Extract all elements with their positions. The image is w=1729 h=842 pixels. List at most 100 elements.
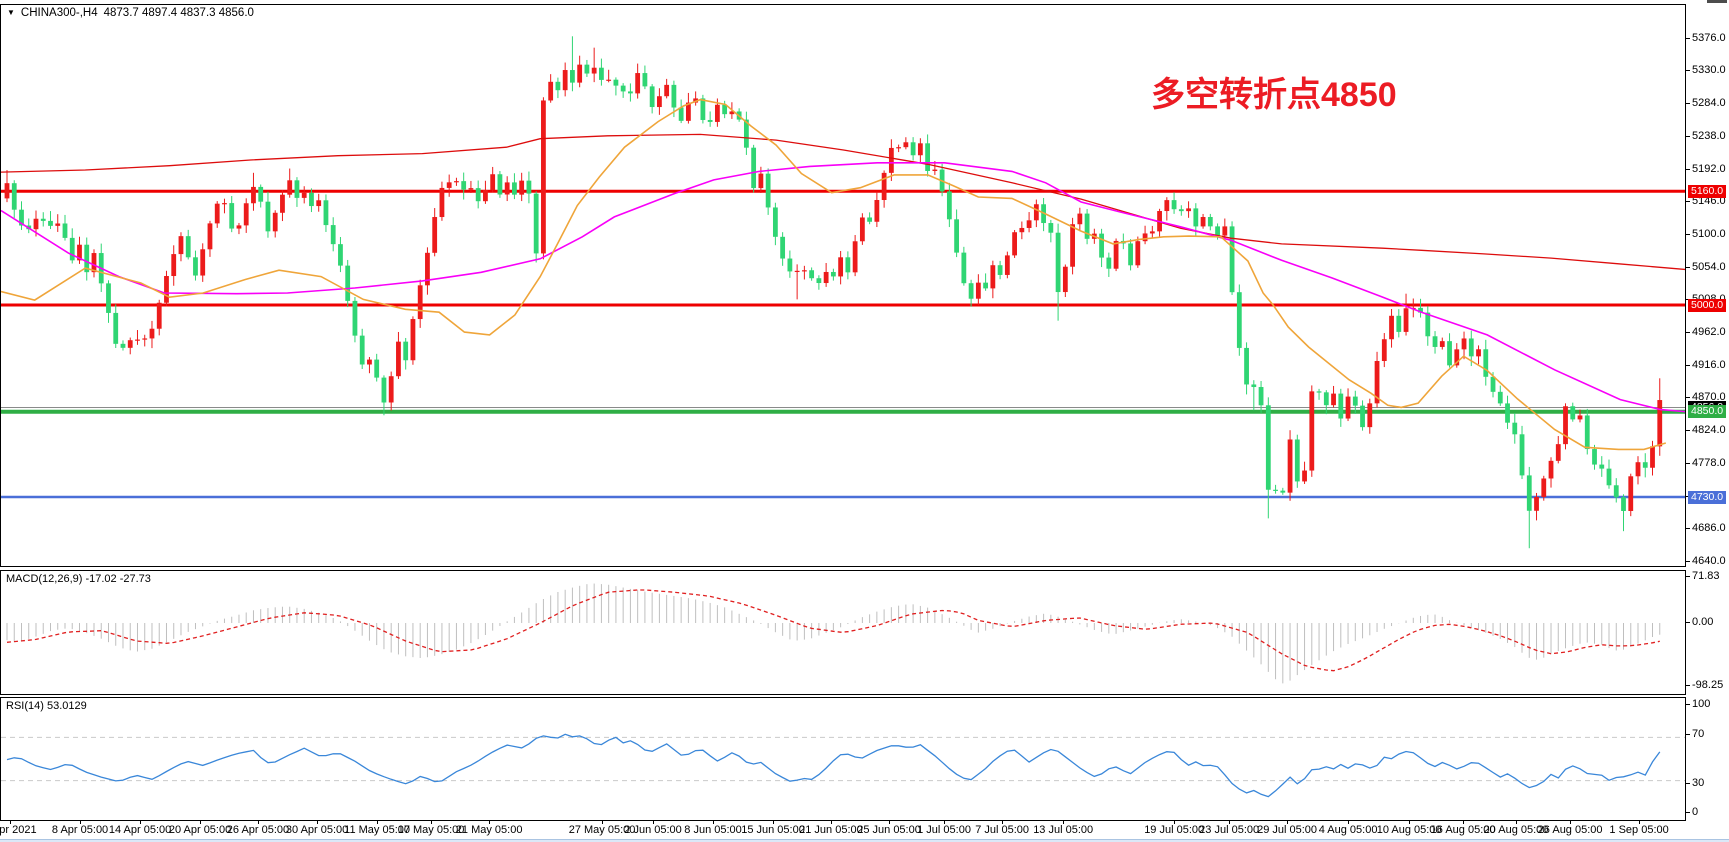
candle-down: [352, 300, 358, 336]
candle-up: [446, 182, 452, 188]
candle-down: [1570, 406, 1576, 420]
candle-up: [548, 81, 554, 101]
candle-up: [410, 319, 416, 361]
candle-up: [1200, 217, 1206, 227]
candle-down: [1294, 439, 1300, 482]
time-tick-mark: [1174, 820, 1176, 824]
main-price-chart[interactable]: ▼ CHINA300-,H4 4873.7 4897.4 4837.3 4856…: [0, 4, 1686, 567]
time-tick-mark: [489, 820, 491, 824]
macd-indicator-panel[interactable]: MACD(12,26,9) -17.02 -27.73: [0, 570, 1686, 695]
candle-down: [1621, 497, 1626, 512]
candle-down: [1265, 405, 1271, 490]
candle-down: [787, 258, 793, 272]
candle-down: [359, 335, 365, 365]
ohlc-values: 4873.7 4897.4 4837.3 4856.0: [103, 7, 254, 19]
candle-up: [316, 200, 322, 207]
candle-down: [997, 265, 1003, 275]
candle-down: [526, 180, 532, 194]
time-tick-mark: [1463, 820, 1465, 824]
candle-up: [577, 64, 583, 83]
candle-down: [1519, 434, 1525, 476]
candle-down: [345, 265, 351, 301]
price-axis[interactable]: 5376.0 5330.0 5284.0 5238.0 5192.0 5146.0 5100…: [1686, 0, 1729, 842]
candle-up: [222, 203, 227, 205]
axis-tick-mark: [1686, 561, 1690, 563]
axis-tick-mark: [1686, 783, 1690, 784]
candle-down: [1280, 490, 1286, 493]
rsi-chart-canvas[interactable]: [1, 698, 1685, 820]
scroll-end-marker: [1707, 0, 1727, 3]
time-axis-label: 30 Apr 05:00: [285, 824, 349, 836]
candle-up: [1577, 415, 1583, 420]
candle-up: [838, 257, 844, 277]
time-axis-label: 20 Apr 05:00: [168, 824, 232, 836]
rsi-tick-label: 100: [1692, 698, 1711, 710]
price-tick-label: 4870.0: [1692, 391, 1726, 404]
time-axis-label: 27 May 05:00: [568, 824, 636, 836]
bottom-strip: [0, 839, 1729, 842]
candle-down: [780, 236, 786, 259]
candle-down: [983, 282, 989, 289]
time-tick-mark: [1348, 820, 1350, 824]
candle-down: [1193, 208, 1199, 227]
candle-down: [1606, 468, 1612, 486]
candle-up: [432, 217, 438, 253]
rsi-indicator-panel[interactable]: RSI(14) 53.0129: [0, 697, 1686, 821]
time-tick-mark: [653, 820, 655, 824]
candle-down: [743, 119, 749, 148]
candle-up: [852, 241, 858, 273]
time-tick-mark: [830, 820, 832, 824]
candle-down: [1592, 449, 1597, 465]
candle-up: [483, 189, 488, 202]
rsi-label: RSI(14) 53.0129: [6, 700, 87, 712]
axis-tick-mark: [1686, 103, 1690, 105]
candle-down: [229, 203, 235, 229]
candle-up: [468, 188, 474, 190]
axis-tick-mark: [1686, 364, 1690, 366]
time-axis-label: 7 Jul 05:00: [975, 824, 1030, 836]
candle-down: [599, 67, 604, 80]
price-badge-4850.0: 4850.0: [1688, 405, 1727, 419]
candle-down: [265, 201, 271, 232]
time-tick-mark: [602, 820, 604, 824]
candle-up: [1186, 208, 1191, 212]
axis-tick-mark: [1686, 266, 1690, 268]
candle-down: [620, 85, 626, 92]
axis-tick-mark: [1686, 37, 1690, 39]
time-tick-mark: [1063, 820, 1065, 824]
candle-up: [1062, 266, 1068, 293]
candle-down: [649, 86, 655, 108]
candle-up: [1534, 496, 1539, 511]
candlestick-chart-canvas[interactable]: [1, 5, 1685, 566]
candle-up: [1033, 204, 1039, 221]
candle-up: [606, 79, 612, 81]
candle-up: [664, 84, 670, 97]
price-tick-label: 4640.0: [1692, 555, 1726, 568]
candle-down: [19, 209, 24, 226]
candle-down: [106, 283, 111, 313]
candle-up: [1222, 226, 1228, 236]
time-axis-label: 13 Jul 05:00: [1033, 824, 1094, 836]
time-axis-label: 25 Jun 05:00: [857, 824, 921, 836]
macd-chart-canvas[interactable]: [1, 571, 1685, 694]
time-tick-mark: [1515, 820, 1517, 824]
candle-down: [381, 377, 387, 403]
candle-up: [236, 225, 242, 229]
candle-up: [801, 270, 807, 272]
candle-down: [946, 191, 952, 220]
price-tick-label: 4686.0: [1692, 522, 1726, 535]
candle-up: [156, 302, 162, 329]
price-badge-5160.0: 5160.0: [1688, 184, 1727, 198]
price-tick-label: 5376.0: [1692, 31, 1726, 44]
candle-up: [504, 182, 510, 195]
candle-up: [287, 180, 293, 195]
candle-down: [968, 283, 974, 299]
candle-down: [1483, 349, 1489, 377]
candle-down: [772, 207, 778, 237]
chevron-down-icon[interactable]: ▼: [7, 8, 15, 17]
candle-up: [917, 143, 923, 156]
time-tick-mark: [1287, 820, 1289, 824]
symbol-header: ▼ CHINA300-,H4 4873.7 4897.4 4837.3 4856…: [7, 7, 254, 19]
price-tick-label: 4916.0: [1692, 358, 1726, 371]
